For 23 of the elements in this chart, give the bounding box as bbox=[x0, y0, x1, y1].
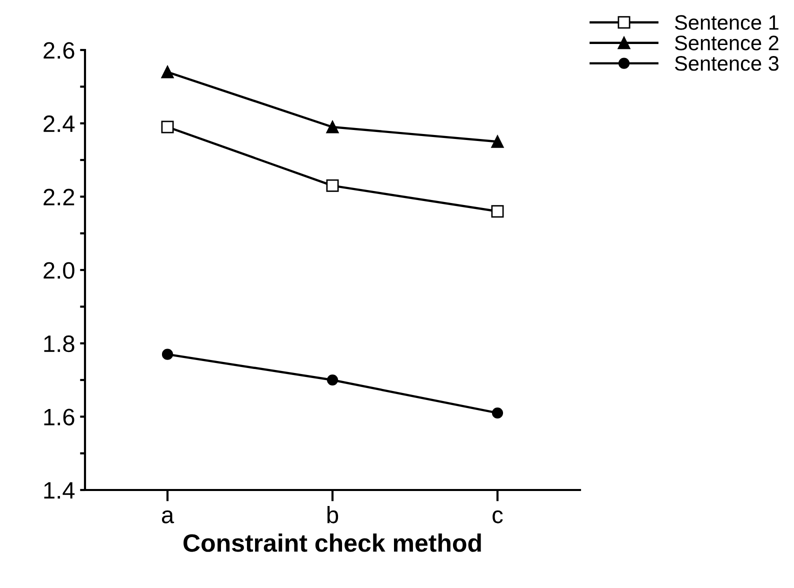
y-tick-label: 2.4 bbox=[44, 115, 75, 132]
point bbox=[326, 120, 339, 134]
legend-label: Sentence 1 bbox=[674, 15, 778, 30]
point bbox=[491, 205, 504, 218]
y-tick-label: 2.2 bbox=[44, 188, 74, 206]
point bbox=[326, 179, 339, 192]
point bbox=[161, 66, 174, 78]
x-axis-title: Constraint check method bbox=[184, 534, 481, 552]
x-tick-label: b bbox=[327, 506, 338, 524]
point bbox=[161, 120, 174, 134]
point bbox=[162, 348, 174, 360]
point bbox=[326, 374, 338, 386]
x-tick-label: a bbox=[162, 510, 174, 524]
point bbox=[491, 135, 504, 148]
y-tick-label: 2.6 bbox=[44, 42, 74, 59]
point bbox=[492, 407, 504, 419]
legend-label: Sentence 3 bbox=[674, 56, 779, 71]
y-tick-label: 2.0 bbox=[44, 262, 74, 279]
legend-label: Sentence 2 bbox=[674, 36, 778, 50]
y-tick-label: 1.4 bbox=[44, 482, 75, 499]
y-tick-label: 1.6 bbox=[44, 408, 74, 426]
y-tick-label: 1.8 bbox=[44, 335, 74, 352]
x-tick-label: c bbox=[492, 510, 503, 524]
